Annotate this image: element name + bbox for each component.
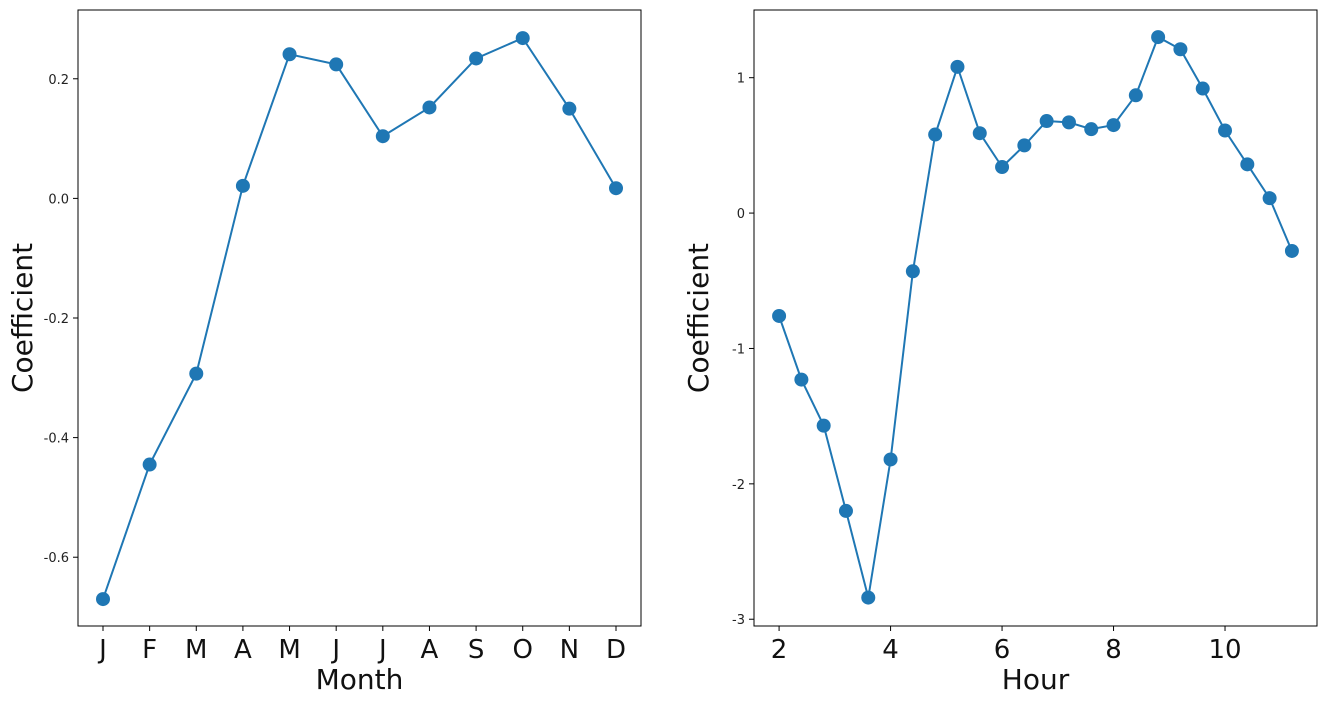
month-x-tick-label: M	[278, 635, 300, 665]
hour-data-point	[905, 264, 920, 279]
month-data-point	[515, 31, 530, 46]
hour-y-tick-label: 0	[737, 207, 745, 222]
hour-data-point	[1151, 30, 1166, 45]
hour-data-point	[1218, 123, 1233, 138]
hour-series-line	[778, 35, 1293, 598]
hour-chart: 10-1-2-3 2 4 6 8 10 Hour Coefficient	[682, 9, 1318, 696]
hour-data-point	[1128, 88, 1143, 103]
month-x-tick-label: S	[468, 635, 485, 665]
hour-data-point	[1084, 122, 1099, 137]
hour-x-tick-label: 8	[1105, 635, 1122, 665]
hour-data-point	[1284, 243, 1299, 258]
hour-y-tick-label: 1	[737, 72, 745, 87]
hour-y-axis-label: Coefficient	[682, 243, 715, 393]
month-y-tick-label: -0.2	[44, 312, 69, 327]
month-series	[96, 31, 623, 607]
month-x-axis-label: Month	[316, 663, 404, 696]
month-y-tick-label: -0.4	[44, 432, 69, 447]
hour-data-point	[995, 160, 1010, 175]
hour-y-tick-label: -2	[732, 478, 745, 493]
hour-data-point	[1240, 157, 1255, 172]
month-data-point	[422, 100, 437, 115]
hour-data-point	[1039, 114, 1054, 129]
month-data-point	[375, 129, 390, 144]
month-x-tick-label: A	[234, 635, 252, 665]
month-data-point	[562, 101, 577, 116]
hour-data-point	[861, 590, 876, 605]
hour-series	[772, 30, 1299, 605]
month-x-tick-label: N	[560, 635, 579, 665]
hour-y-ticks: 1 0 -1 -2 -3	[732, 72, 754, 628]
hour-data-point	[772, 308, 787, 323]
month-y-tick-label: -0.6	[44, 551, 69, 566]
hour-data-point	[1106, 118, 1121, 133]
hour-x-ticks: 2 4 6 8 10	[771, 626, 1242, 665]
hour-data-point	[1173, 42, 1188, 57]
month-x-tick-label: D	[606, 635, 626, 665]
month-data-point	[189, 366, 204, 381]
month-data-point	[142, 457, 157, 472]
hour-data-point	[928, 127, 943, 142]
hour-data-point	[883, 452, 898, 467]
month-y-tick-label: 0.2	[48, 73, 69, 88]
month-x-tick-label: J	[377, 635, 387, 665]
hour-x-tick-label: 6	[994, 635, 1011, 665]
month-x-tick-label: A	[421, 635, 439, 665]
month-y-tick-label: 0.0	[48, 192, 69, 207]
hour-data-point	[794, 372, 809, 387]
month-y-axis-label: Coefficient	[6, 243, 39, 393]
hour-y-tick-label: -1	[732, 342, 745, 357]
hour-data-point	[1262, 191, 1277, 206]
hour-data-point	[816, 418, 831, 433]
hour-y-tick-label: -3	[732, 613, 745, 628]
hour-data-point	[838, 503, 853, 518]
hour-data-point	[1017, 138, 1032, 153]
hour-data-point	[1195, 81, 1210, 96]
month-x-tick-label: M	[185, 635, 207, 665]
month-x-tick-label: O	[512, 635, 532, 665]
month-series-line	[102, 36, 617, 600]
month-y-ticks: 0.2 0.0 -0.2 -0.4 -0.6	[44, 73, 78, 566]
hour-x-tick-label: 4	[882, 635, 899, 665]
month-x-tick-label: F	[142, 635, 157, 665]
hour-x-axis-label: Hour	[1002, 663, 1070, 696]
month-data-point	[282, 47, 297, 62]
hour-data-point	[972, 126, 987, 141]
month-x-tick-label: J	[330, 635, 340, 665]
hour-x-tick-label: 10	[1208, 635, 1241, 665]
hour-plot-frame	[753, 9, 1318, 627]
month-data-point	[609, 181, 623, 196]
month-data-point	[329, 57, 344, 72]
month-data-point	[235, 178, 250, 193]
month-x-tick-label: J	[97, 635, 107, 665]
month-plot-frame	[77, 9, 642, 627]
hour-x-tick-label: 2	[771, 635, 788, 665]
hour-data-point	[950, 59, 965, 74]
month-data-point	[469, 51, 484, 66]
hour-data-point	[1061, 115, 1076, 130]
month-data-point	[96, 592, 110, 607]
